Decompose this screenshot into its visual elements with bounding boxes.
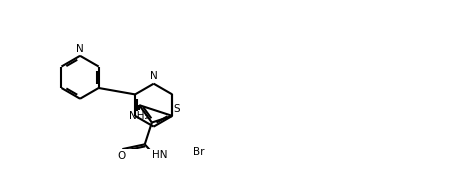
Text: S: S (174, 104, 180, 114)
Text: N: N (150, 71, 158, 81)
Text: O: O (117, 151, 125, 161)
Text: HN: HN (153, 150, 168, 160)
Text: NH₂: NH₂ (130, 111, 149, 121)
Text: Br: Br (194, 147, 205, 157)
Text: N: N (76, 44, 84, 54)
